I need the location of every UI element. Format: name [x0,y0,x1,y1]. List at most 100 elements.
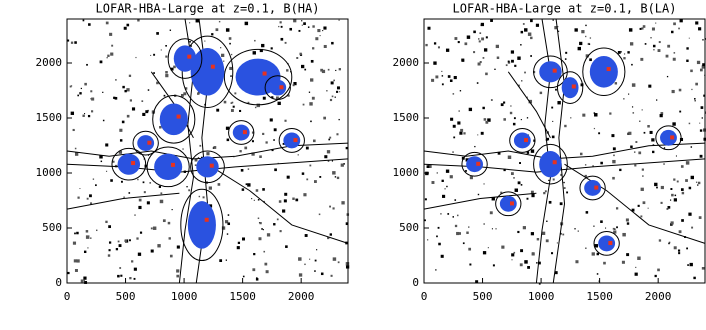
speckle [657,268,660,272]
speckle [473,30,476,34]
speckle [141,100,144,103]
blob [187,201,216,249]
speckle [668,241,671,244]
speckle [500,191,503,194]
speckle [234,92,237,95]
speckle [585,247,587,249]
speckle [137,19,140,22]
speckle [584,174,587,178]
contour [556,71,584,104]
speckle [73,259,77,263]
speckle [74,41,77,44]
filament [423,192,537,210]
speckle [623,53,626,55]
speckle [107,54,110,57]
speckle [167,221,171,225]
speckle [660,185,664,190]
speckle [641,109,643,111]
speckle [485,36,488,39]
speckle [700,106,704,109]
speckle [699,129,703,132]
speckle [232,105,235,108]
speckle [652,44,656,48]
speckle [632,112,635,114]
speckle [564,58,567,60]
speckle [631,208,635,212]
speckle [702,39,704,41]
speckle [146,201,150,205]
speckle [466,35,471,39]
speckle [626,222,630,225]
speckle [678,230,682,234]
contour [190,150,225,184]
speckle [552,120,554,122]
speckle [74,232,76,235]
speckle [452,93,455,95]
speckle [517,56,521,60]
speckle [433,42,437,45]
y-tick-label: 500 [399,221,419,234]
speckle [327,236,330,240]
y-tick-label: 1000 [36,166,63,179]
speckle [77,196,80,199]
speckle [90,98,92,100]
speckle [126,23,130,27]
blob-core [552,160,557,165]
speckle [490,19,493,22]
speckle [338,68,341,71]
speckle [528,99,533,104]
blob [190,48,225,96]
speckle [512,122,516,126]
speckle [690,175,695,180]
speckle [176,245,180,249]
speckle [616,226,618,229]
speckle [656,99,658,101]
speckle [304,234,308,237]
speckle [312,25,315,28]
map-texture [66,18,350,284]
speckle [251,198,253,200]
speckle [142,181,145,184]
speckle [538,282,541,285]
speckle [478,38,480,40]
speckle [659,114,663,118]
speckle [526,151,530,154]
x-tick-label: 1000 [171,290,198,303]
speckle [259,48,263,53]
speckle [524,260,528,264]
speckle [485,120,489,124]
speckle [489,211,493,215]
speckle [592,165,594,167]
speckle [138,198,142,202]
blob [539,61,562,83]
speckle [80,87,82,90]
speckle [668,242,670,245]
speckle [559,202,563,206]
speckle [699,68,703,72]
speckle [492,264,495,267]
speckle [180,93,184,97]
speckle [334,176,337,178]
speckle [679,110,682,113]
speckle [551,252,554,255]
speckle [264,262,268,266]
blob [466,156,484,173]
speckle [581,30,585,34]
speckle [170,67,174,71]
speckle [162,219,166,223]
speckle [585,54,589,58]
speckle [594,113,598,117]
speckle [198,195,201,198]
speckle [678,27,680,30]
filament [507,71,551,139]
blob [283,132,301,149]
speckle [461,58,465,62]
speckle [115,248,119,251]
speckle [563,187,566,189]
speckle [510,105,512,107]
speckle [449,175,453,179]
speckle [452,151,454,153]
speckle [641,168,644,171]
speckle [449,79,453,83]
filament [552,18,566,284]
